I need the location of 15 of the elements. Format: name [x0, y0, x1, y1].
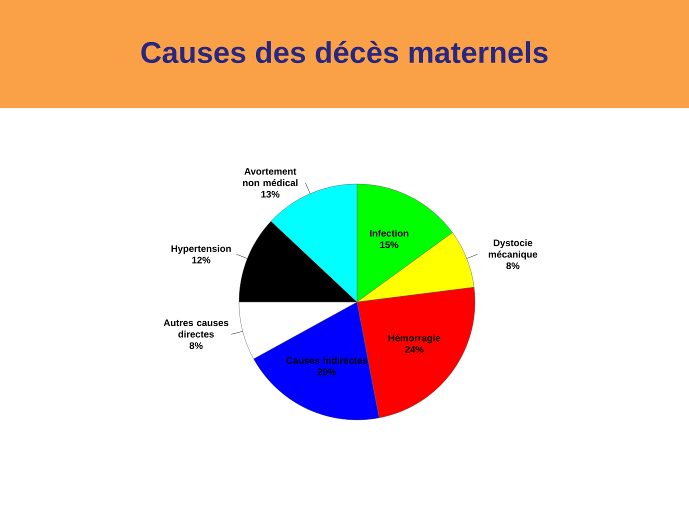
chart-title: Causes des décès maternels — [141, 40, 548, 64]
slice-label: Hémorragie — [388, 334, 440, 344]
data-label: 15% — [380, 241, 398, 248]
data-label: 20% — [318, 368, 336, 376]
slice-label: Causes indirectes — [286, 356, 368, 364]
data-label: 8% — [190, 342, 203, 350]
slice-label: Infection — [370, 230, 408, 237]
slice-label: Avortement non médical — [243, 168, 298, 186]
slice-label: Hypertension — [172, 245, 231, 254]
slice-label: Autres causes directes — [164, 320, 228, 338]
data-label: 8% — [506, 262, 520, 270]
slice-label: Dystocie mécanique — [488, 239, 538, 260]
data-label: 12% — [192, 256, 210, 264]
data-label: 13% — [261, 190, 280, 198]
data-label: 24% — [405, 346, 424, 353]
